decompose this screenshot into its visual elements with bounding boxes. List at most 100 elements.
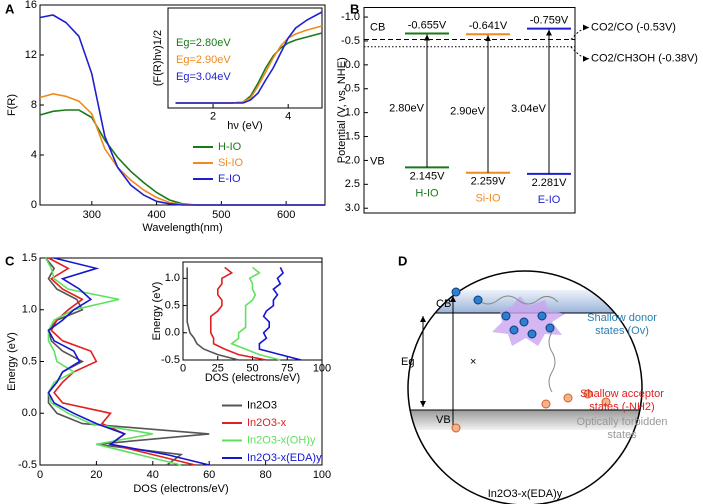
plot-frame: [363, 7, 576, 214]
tick-label: 1.0: [165, 272, 180, 284]
tick-label: 0.5: [165, 299, 180, 311]
tick-label: 0.0: [165, 327, 180, 339]
vb-value-label: 2.259V: [471, 176, 507, 188]
tick-label: 80: [259, 469, 271, 481]
tick-label: -0.5: [18, 459, 37, 471]
series-line: [186, 267, 239, 361]
tick-label: 60: [203, 469, 215, 481]
series-line: [230, 266, 281, 361]
tick-label: 16: [25, 0, 37, 11]
donor-cloud: [492, 296, 565, 346]
legend-label: In2O3-x(EDA)y: [247, 452, 322, 464]
category-label: E-IO: [538, 194, 561, 206]
legend-label: E-IO: [218, 173, 241, 185]
axis-title: (F(R)hν)1/2: [152, 30, 164, 86]
cb-value-label: -0.641V: [469, 20, 508, 32]
forbidden-label: Optically forbidden: [576, 416, 667, 428]
legend-label: In2O3-x(OH)y: [247, 434, 316, 446]
tick-label: 25: [212, 362, 224, 374]
series-line: [44, 257, 210, 466]
gap-label: 2.90eV: [450, 105, 486, 117]
donor-label: Shallow donor: [587, 312, 657, 324]
series-line: [39, 14, 325, 206]
tick-label: 1.5: [22, 252, 37, 264]
tick-label: 20: [90, 469, 102, 481]
tick-label: 500: [212, 209, 230, 221]
axis-title: Wavelength(nm): [142, 222, 222, 234]
holes: [451, 389, 611, 433]
series-line: [44, 257, 182, 466]
tick-label: 0: [180, 362, 186, 374]
tick-label: -0.5: [341, 35, 360, 47]
tick-label: 100: [313, 362, 331, 374]
panel-label: C: [5, 253, 15, 268]
bands: [408, 290, 642, 430]
caption: In2O3-x(EDA)y: [488, 488, 563, 500]
axis-title: DOS (electrons/eV): [133, 483, 228, 495]
tick-label: 4: [285, 110, 291, 122]
legend-label: H-IO: [218, 141, 242, 153]
annotation: Eg=2.80eV: [176, 37, 231, 49]
tick-label: 50: [246, 362, 258, 374]
circle: [407, 270, 643, 504]
tick-label: 3.0: [345, 202, 360, 214]
reference-arrow: [570, 24, 590, 40]
tick-label: 1.5: [345, 130, 360, 142]
axis-title: F(R): [6, 94, 18, 116]
tick-label: 2: [210, 110, 216, 122]
legend-label: Si-IO: [218, 157, 244, 169]
cb-value-label: -0.759V: [530, 14, 569, 26]
tick-label: 1.0: [22, 304, 37, 316]
axis-title: hν (eV): [227, 120, 262, 132]
tick-label: -1.0: [341, 11, 360, 23]
panel-label: B: [350, 1, 359, 16]
tick-label: 2.5: [345, 178, 360, 190]
series-line: [47, 257, 210, 466]
tick-label: 1.0: [345, 107, 360, 119]
reference-label: CO2/CH3OH (-0.38V): [591, 53, 698, 65]
donor-label: states (Ov): [595, 325, 649, 337]
tick-label: 75: [281, 362, 293, 374]
series-line: [258, 267, 302, 361]
tick-label: 100: [313, 469, 331, 481]
axis-title: Energy (eV): [151, 282, 163, 341]
axis-title: DOS (electrons/eV): [205, 372, 300, 384]
tick-label: 0: [37, 469, 43, 481]
electrons: [451, 287, 555, 339]
reference-arrow: [570, 46, 590, 62]
legend-label: In2O3-x: [247, 417, 287, 429]
category-label: H-IO: [415, 187, 439, 199]
gap-label: Eg: [401, 356, 414, 368]
tick-label: 300: [83, 209, 101, 221]
panel-label: A: [5, 1, 15, 16]
cb-label: CB: [436, 298, 451, 310]
acceptor-label: states (-NH2): [589, 401, 654, 413]
tick-label: 2.0: [345, 154, 360, 166]
tick-label: 8: [31, 99, 37, 111]
axis-title: Energy (eV): [6, 332, 18, 391]
tick-label: 0.5: [345, 83, 360, 95]
gap-label: 3.04eV: [511, 103, 547, 115]
reference-label: CO2/CO (-0.53V): [591, 21, 676, 33]
vb-band: [408, 410, 642, 430]
vb-value-label: 2.145V: [410, 170, 446, 182]
panel-label: D: [398, 253, 407, 268]
category-label: Si-IO: [475, 193, 501, 205]
tick-label: 0.5: [22, 355, 37, 367]
band-label: VB: [370, 155, 385, 167]
cb-band: [408, 290, 642, 313]
cb-value-label: -0.655V: [408, 19, 447, 31]
tick-label: 600: [277, 209, 295, 221]
plot-frame: [167, 7, 323, 109]
tick-label: 0.0: [345, 59, 360, 71]
vb-value-label: 2.281V: [532, 177, 568, 189]
forbidden-mark: ×: [470, 356, 476, 368]
annotation: Eg=2.90eV: [176, 54, 231, 66]
legend-label: In2O3: [247, 399, 277, 411]
tick-label: 0.0: [22, 407, 37, 419]
relaxation-path: [477, 295, 559, 393]
tick-label: 12: [25, 49, 37, 61]
vb-label: VB: [436, 414, 451, 426]
tick-label: 4: [31, 149, 37, 161]
